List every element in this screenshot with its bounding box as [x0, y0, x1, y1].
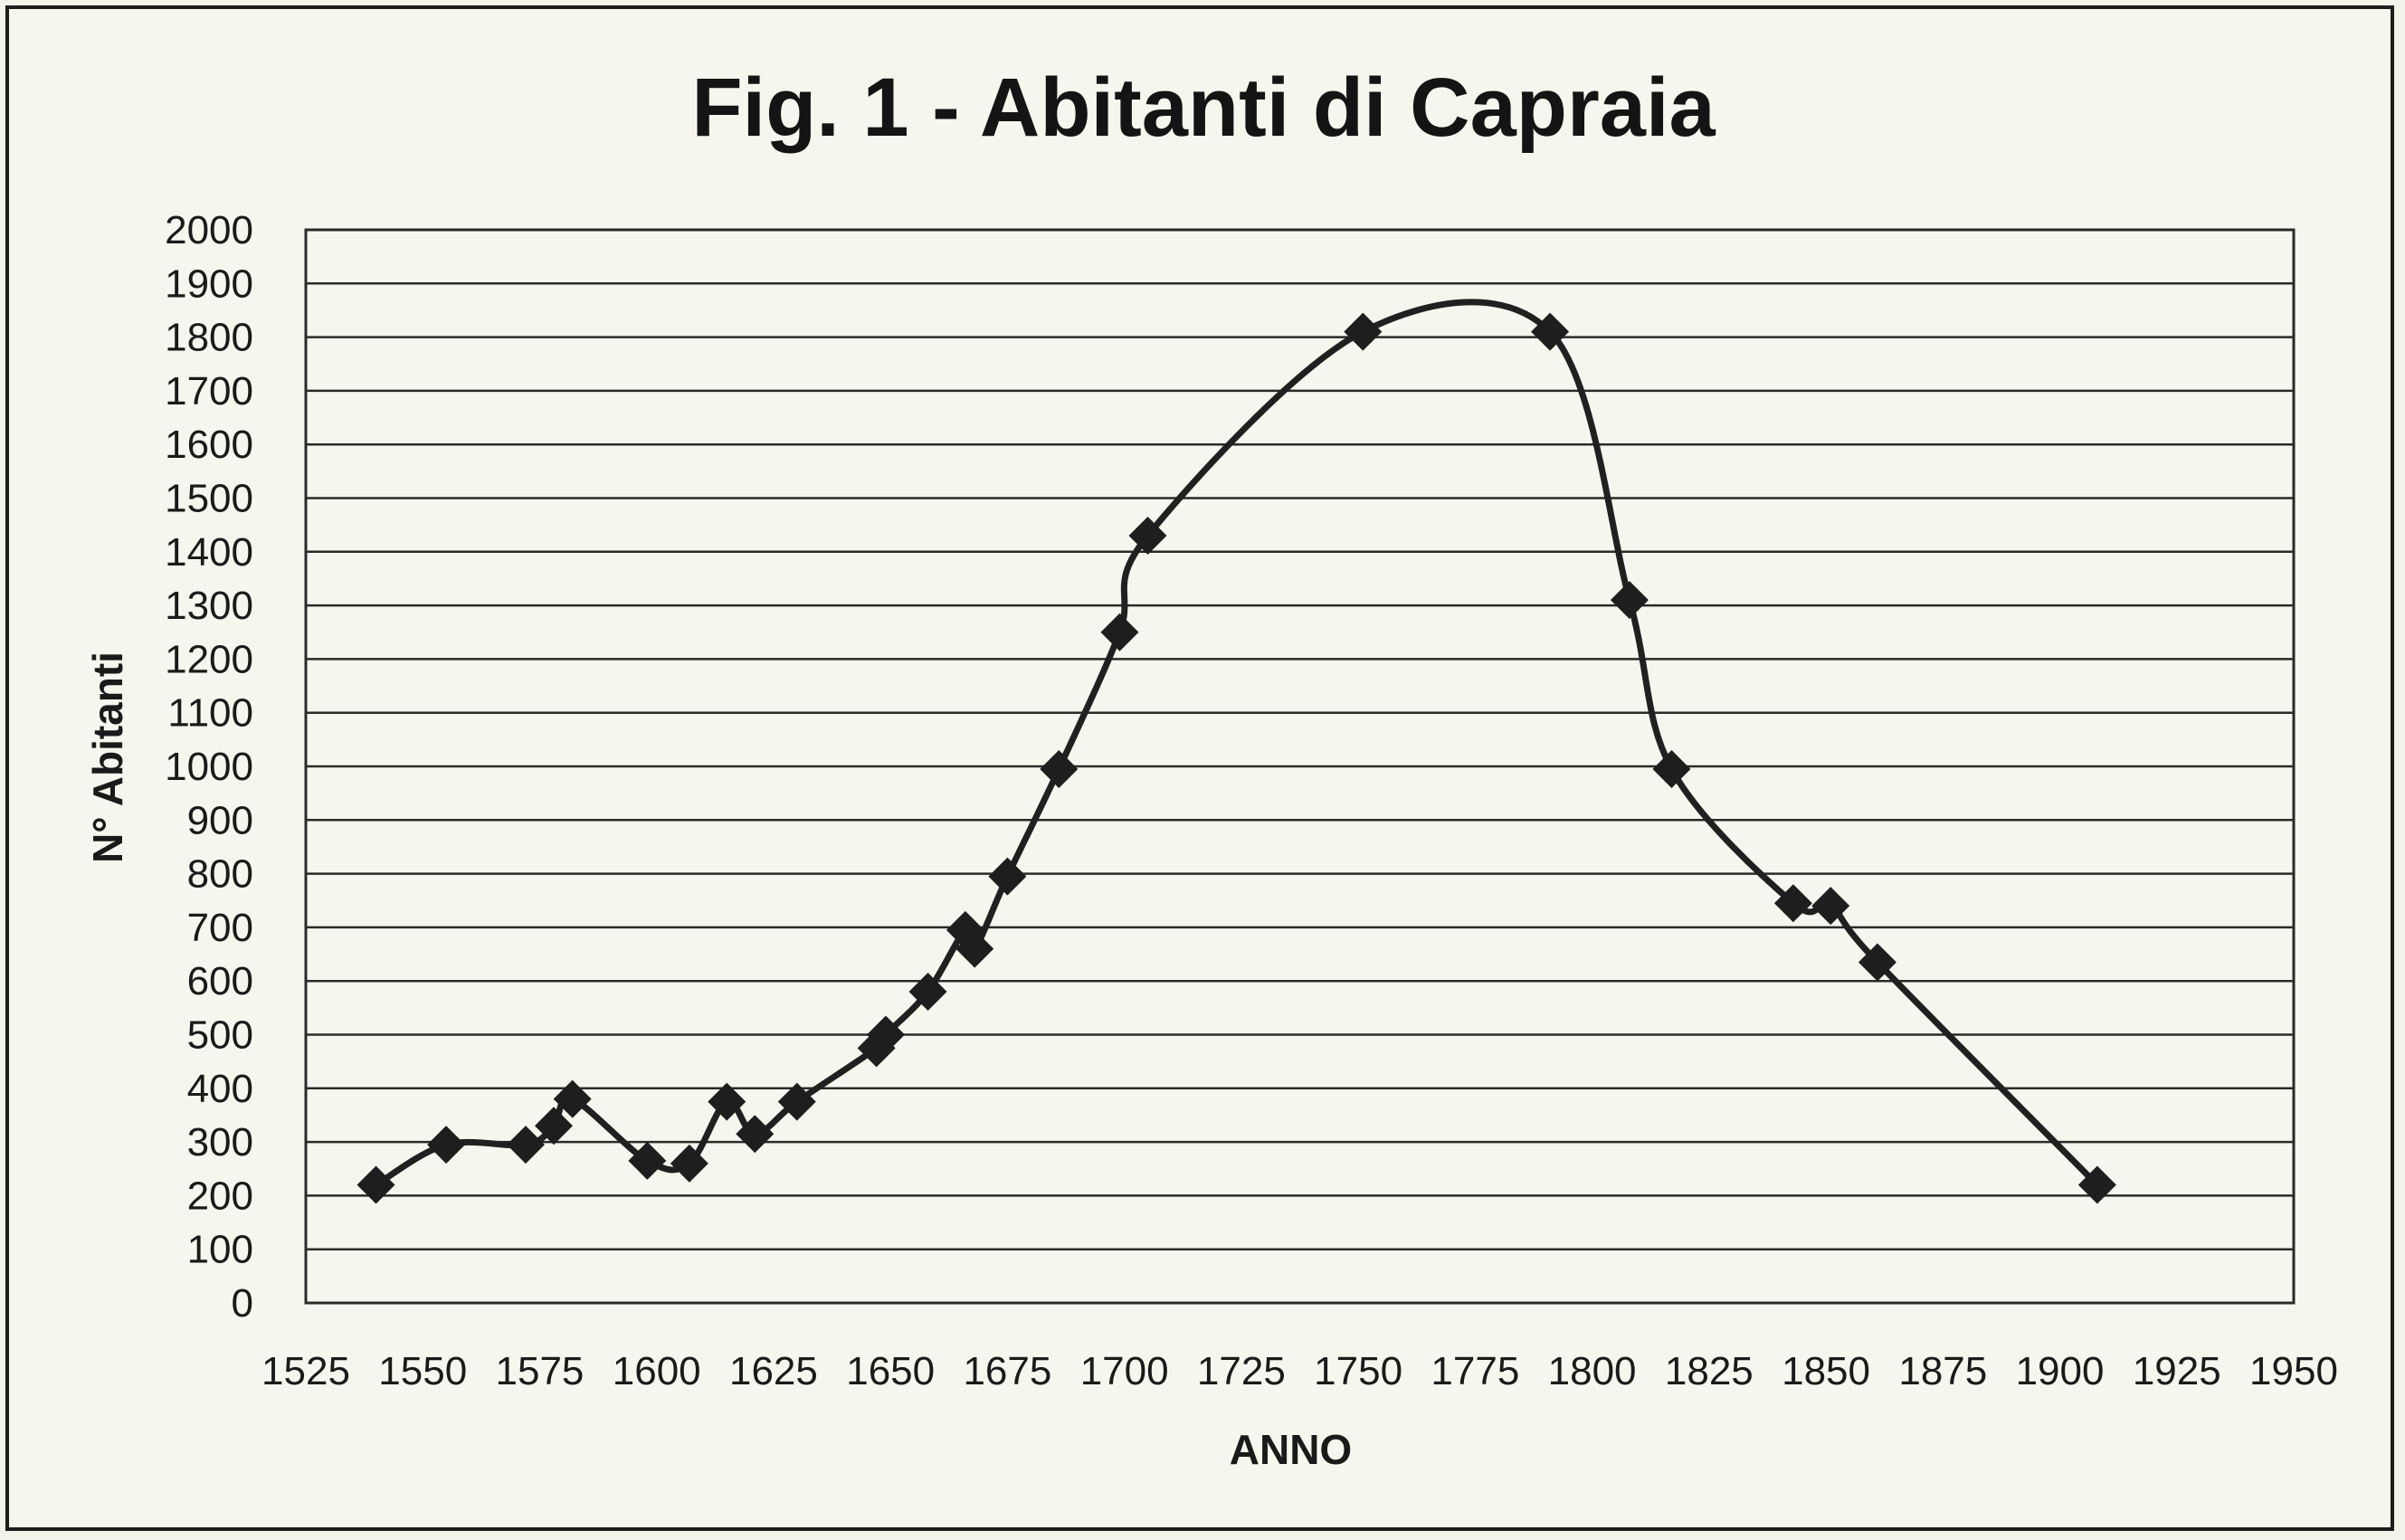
- y-tick-label: 800: [187, 852, 253, 897]
- data-point: [670, 1144, 708, 1183]
- y-tick-label: 900: [187, 798, 253, 842]
- data-point: [553, 1079, 592, 1118]
- x-tick-label: 1825: [1665, 1349, 1754, 1393]
- y-tick-label: 1800: [165, 316, 253, 360]
- x-tick-label: 1700: [1080, 1349, 1169, 1393]
- y-tick-label: 700: [187, 906, 253, 950]
- y-tick-label: 1000: [165, 745, 253, 789]
- data-point: [1610, 581, 1649, 620]
- data-point: [1100, 613, 1139, 651]
- y-tick-label: 1400: [165, 530, 253, 575]
- plot-area: [304, 228, 2296, 1305]
- y-tick-label: 1100: [167, 691, 253, 736]
- y-tick-label: 100: [187, 1228, 253, 1272]
- y-tick-label: 0: [232, 1281, 253, 1326]
- data-point: [534, 1107, 573, 1145]
- x-tick-label: 1725: [1197, 1349, 1286, 1393]
- data-point: [908, 973, 947, 1012]
- x-tick-label: 1600: [613, 1349, 701, 1393]
- series-line: [373, 299, 2101, 1189]
- data-point: [1040, 749, 1079, 788]
- x-tick-label: 1750: [1314, 1349, 1402, 1393]
- data-point: [1531, 312, 1570, 351]
- x-axis-ticks: 1525 1550 1575 1600 1625 1650 1675 1700 1725 1750…: [261, 1349, 2338, 1393]
- x-tick-label: 1925: [2133, 1349, 2221, 1393]
- y-tick-label: 300: [187, 1120, 253, 1165]
- x-tick-label: 1625: [729, 1349, 818, 1393]
- data-point: [736, 1115, 775, 1154]
- gridlines: [306, 228, 2294, 1305]
- data-point: [867, 1015, 906, 1054]
- y-tick-label: 1300: [165, 584, 253, 628]
- data-point: [427, 1126, 466, 1165]
- x-tick-label: 1775: [1431, 1349, 1519, 1393]
- data-point: [628, 1141, 667, 1180]
- y-tick-label: 1200: [165, 637, 253, 681]
- x-tick-label: 1900: [2016, 1349, 2105, 1393]
- x-tick-label: 1950: [2249, 1349, 2338, 1393]
- data-point: [2077, 1165, 2116, 1204]
- x-tick-label: 1800: [1548, 1349, 1637, 1393]
- y-axis-ticks: 0 100 200 300 400 500 600 700 800 900 1000 1100 1200…: [165, 208, 253, 1326]
- data-point: [356, 1165, 395, 1204]
- y-tick-label: 400: [187, 1067, 253, 1111]
- data-point: [1652, 749, 1691, 788]
- data-point: [1128, 517, 1167, 556]
- data-point: [988, 857, 1027, 896]
- x-tick-label: 1875: [1898, 1349, 1987, 1393]
- y-tick-label: 1700: [165, 369, 253, 414]
- y-tick-label: 1600: [165, 423, 253, 467]
- y-tick-label: 600: [187, 959, 253, 1003]
- data-point: [1858, 943, 1896, 982]
- x-tick-label: 1650: [846, 1349, 935, 1393]
- y-tick-label: 2000: [165, 208, 253, 252]
- x-tick-label: 1850: [1782, 1349, 1870, 1393]
- y-axis-title: N° Abitanti: [84, 651, 131, 863]
- data-point: [1773, 884, 1812, 923]
- chart-title: Fig. 1 - Abitanti di Capraia: [691, 62, 1716, 154]
- x-tick-label: 1525: [261, 1349, 350, 1393]
- y-tick-label: 500: [187, 1013, 253, 1058]
- y-tick-label: 1900: [165, 261, 253, 306]
- x-axis-title: ANNO: [1230, 1426, 1352, 1473]
- chart-frame: [5, 5, 2394, 1531]
- x-tick-label: 1550: [378, 1349, 467, 1393]
- y-tick-label: 200: [187, 1174, 253, 1218]
- x-tick-label: 1675: [963, 1349, 1051, 1393]
- data-point: [1811, 887, 1850, 926]
- data-point: [1344, 312, 1383, 351]
- data-point: [955, 929, 994, 968]
- data-point: [777, 1082, 816, 1121]
- y-tick-label: 1500: [165, 477, 253, 521]
- data-point: [708, 1082, 746, 1121]
- x-tick-label: 1575: [496, 1349, 585, 1393]
- data-point: [506, 1126, 545, 1165]
- data-markers: [356, 312, 2116, 1204]
